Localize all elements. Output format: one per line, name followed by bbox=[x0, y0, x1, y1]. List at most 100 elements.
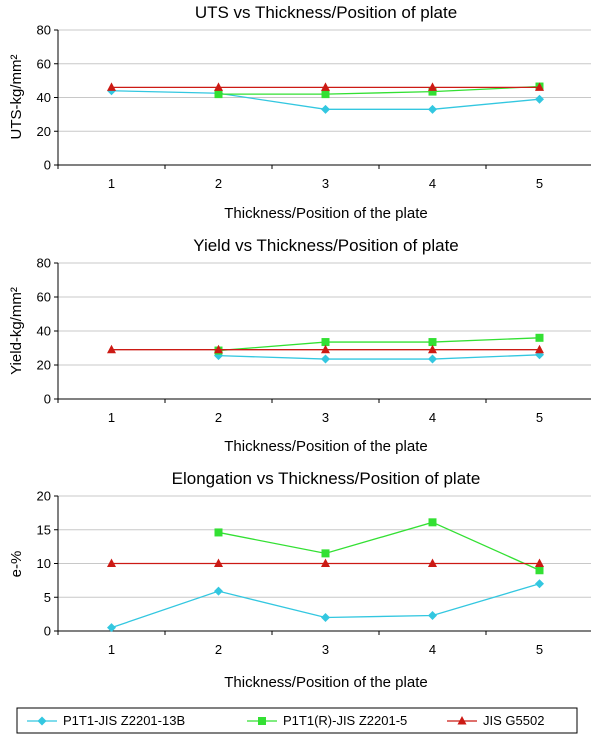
y-tick-label: 40 bbox=[37, 90, 51, 105]
y-axis-label: e-% bbox=[8, 551, 25, 578]
square-marker bbox=[214, 90, 223, 99]
chart-elongation: Elongation vs Thickness/Position of plat… bbox=[8, 469, 591, 691]
square-marker bbox=[321, 90, 330, 99]
x-tick-label: 2 bbox=[215, 642, 222, 657]
square-marker bbox=[214, 528, 223, 537]
legend-label: JIS G5502 bbox=[483, 713, 544, 728]
triangle-marker bbox=[321, 344, 330, 354]
x-tick-label: 5 bbox=[536, 176, 543, 191]
y-tick-label: 80 bbox=[37, 256, 51, 271]
chart-yield: Yield vs Thickness/Position of plate 0 20… bbox=[8, 236, 591, 455]
triangle-marker bbox=[428, 558, 437, 567]
legend-item-2: P1T1(R)-JIS Z2201-5 bbox=[247, 713, 407, 728]
triangle-marker bbox=[214, 344, 223, 354]
square-marker bbox=[535, 566, 544, 575]
plot-area: 0 5 10 15 20 1 2 3 4 5 bbox=[37, 489, 591, 657]
diamond-marker bbox=[321, 613, 330, 622]
y-tick-label: 5 bbox=[44, 590, 51, 605]
y-tick-label: 0 bbox=[44, 624, 51, 639]
legend-item-3: JIS G5502 bbox=[447, 713, 544, 728]
square-marker bbox=[321, 549, 330, 558]
y-tick-label: 15 bbox=[37, 522, 51, 537]
triangle-marker bbox=[214, 82, 223, 91]
x-tick-label: 2 bbox=[215, 176, 222, 191]
square-marker bbox=[428, 518, 437, 527]
y-tick-label: 20 bbox=[37, 489, 51, 504]
triangle-marker bbox=[428, 82, 437, 91]
series-line bbox=[218, 337, 540, 352]
x-tick-label: 3 bbox=[322, 176, 329, 191]
legend-item-1: P1T1-JIS Z2201-13B bbox=[27, 713, 185, 728]
y-tick-label: 60 bbox=[37, 56, 51, 71]
diamond-marker bbox=[214, 586, 223, 596]
legend-marker bbox=[447, 716, 477, 725]
square-marker bbox=[321, 338, 330, 347]
y-axis-label: UTS-kg/mm² bbox=[8, 55, 25, 140]
triangle-marker bbox=[457, 716, 467, 725]
triangle-marker bbox=[535, 82, 544, 91]
plot-area: 0 20 40 60 80 1 2 3 4 5 bbox=[37, 23, 591, 191]
triangle-marker bbox=[535, 344, 544, 354]
x-axis-label: Thickness/Position of the plate bbox=[224, 205, 427, 222]
legend-label: P1T1(R)-JIS Z2201-5 bbox=[283, 713, 407, 728]
x-tick-label: 1 bbox=[108, 410, 115, 425]
y-tick-label: 0 bbox=[44, 392, 51, 407]
diamond-marker bbox=[535, 579, 544, 589]
square-marker bbox=[258, 717, 266, 725]
series-line bbox=[218, 354, 540, 360]
triangle-marker bbox=[535, 558, 544, 567]
legend-marker bbox=[27, 716, 57, 726]
y-tick-label: 80 bbox=[37, 23, 51, 38]
x-tick-label: 3 bbox=[322, 410, 329, 425]
x-tick-label: 4 bbox=[429, 176, 436, 191]
x-tick-label: 4 bbox=[429, 642, 436, 657]
chart-title: Yield vs Thickness/Position of plate bbox=[193, 236, 459, 255]
series-line bbox=[218, 85, 540, 95]
x-tick-label: 5 bbox=[536, 410, 543, 425]
y-tick-label: 0 bbox=[44, 158, 51, 173]
square-marker bbox=[535, 333, 544, 342]
diamond-marker bbox=[321, 354, 330, 364]
diamond-marker bbox=[321, 104, 330, 114]
x-tick-label: 4 bbox=[429, 410, 436, 425]
triangle-marker bbox=[107, 82, 116, 91]
x-tick-label: 1 bbox=[108, 176, 115, 191]
chart-title: UTS vs Thickness/Position of plate bbox=[195, 3, 457, 22]
y-tick-label: 20 bbox=[37, 358, 51, 373]
y-tick-label: 40 bbox=[37, 324, 51, 339]
y-axis-label: Yield-kg/mm² bbox=[8, 287, 25, 375]
diamond-marker bbox=[535, 94, 544, 104]
square-marker bbox=[428, 87, 437, 96]
triangle-marker bbox=[107, 558, 116, 567]
x-tick-label: 5 bbox=[536, 642, 543, 657]
series-line bbox=[218, 521, 540, 571]
diamond-marker bbox=[428, 354, 437, 364]
x-axis-label: Thickness/Position of the plate bbox=[224, 674, 427, 691]
legend-label: P1T1-JIS Z2201-13B bbox=[63, 713, 185, 728]
legend-marker bbox=[247, 717, 277, 725]
plot-area: 0 20 40 60 80 1 2 3 4 5 bbox=[37, 256, 591, 425]
y-tick-label: 10 bbox=[37, 556, 51, 571]
y-tick-label: 20 bbox=[37, 124, 51, 139]
diamond-marker bbox=[428, 104, 437, 114]
chart-uts: UTS vs Thickness/Position of plate 0 20 40… bbox=[8, 3, 591, 222]
diamond-marker bbox=[107, 623, 116, 633]
square-marker bbox=[428, 338, 437, 347]
x-tick-label: 1 bbox=[108, 642, 115, 657]
triangle-marker bbox=[321, 82, 330, 91]
x-axis-label: Thickness/Position of the plate bbox=[224, 438, 427, 455]
diamond-marker bbox=[428, 610, 437, 620]
legend-box bbox=[16, 707, 578, 734]
triangle-marker bbox=[214, 558, 223, 567]
x-tick-label: 3 bbox=[322, 642, 329, 657]
x-tick-label: 2 bbox=[215, 410, 222, 425]
diamond-marker bbox=[37, 716, 47, 726]
y-tick-label: 60 bbox=[37, 290, 51, 305]
triangle-marker bbox=[107, 344, 116, 354]
legend: P1T1-JIS Z2201-13B P1T1(R)-JIS Z2201-5 J… bbox=[16, 707, 578, 734]
triangle-marker bbox=[428, 344, 437, 354]
chart-title: Elongation vs Thickness/Position of plat… bbox=[172, 469, 481, 488]
triangle-marker bbox=[321, 558, 330, 567]
